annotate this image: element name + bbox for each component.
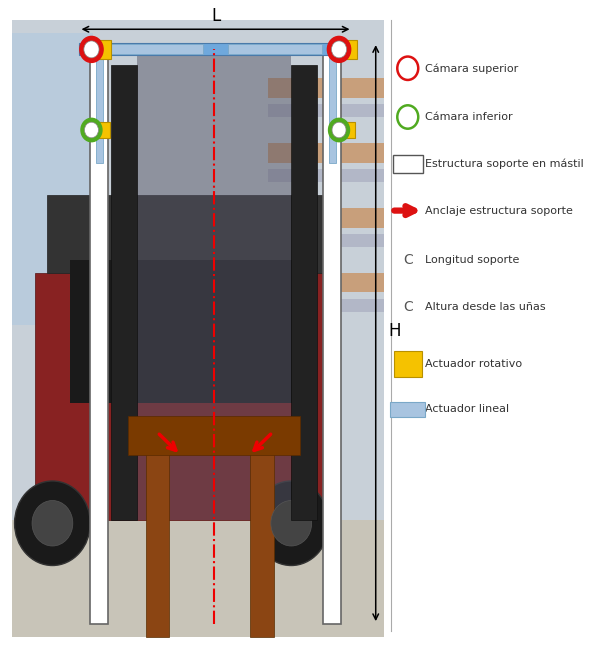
Bar: [90, 49, 108, 624]
Bar: [392, 155, 423, 173]
Bar: [251, 429, 274, 637]
Bar: [268, 234, 384, 247]
Circle shape: [332, 122, 346, 138]
Text: Anclaje estructura soporte: Anclaje estructura soporte: [425, 205, 573, 216]
Circle shape: [397, 105, 418, 129]
Bar: [146, 429, 169, 637]
Bar: [323, 49, 341, 624]
Bar: [96, 55, 102, 162]
Bar: [47, 195, 326, 273]
Circle shape: [84, 41, 99, 58]
Text: Actuador lineal: Actuador lineal: [425, 404, 509, 415]
Bar: [268, 78, 384, 98]
Text: Cámara superior: Cámara superior: [425, 63, 519, 73]
Bar: [268, 299, 384, 312]
Bar: [394, 351, 422, 377]
Text: Altura desde las uñas: Altura desde las uñas: [425, 302, 546, 312]
Bar: [93, 40, 112, 58]
Text: C: C: [403, 300, 413, 314]
Bar: [111, 65, 137, 520]
Bar: [12, 32, 93, 325]
Bar: [291, 65, 318, 520]
Bar: [268, 104, 384, 117]
Bar: [268, 208, 384, 227]
Bar: [93, 122, 110, 138]
Circle shape: [332, 41, 346, 58]
Bar: [268, 143, 384, 162]
Circle shape: [32, 500, 73, 546]
Circle shape: [15, 481, 90, 566]
Bar: [12, 20, 384, 637]
Text: Estructura soporte en mástil: Estructura soporte en mástil: [425, 159, 584, 169]
Circle shape: [329, 118, 349, 142]
Text: L: L: [211, 6, 220, 25]
Bar: [229, 44, 322, 54]
Bar: [128, 416, 300, 455]
Circle shape: [271, 500, 311, 546]
Text: C: C: [403, 253, 413, 267]
Circle shape: [253, 481, 329, 566]
Bar: [35, 273, 338, 520]
Circle shape: [80, 36, 103, 62]
Text: Cámara inferior: Cámara inferior: [425, 112, 513, 122]
Text: H: H: [388, 322, 400, 341]
Circle shape: [81, 118, 102, 142]
Bar: [137, 52, 291, 520]
Circle shape: [327, 36, 351, 62]
Bar: [78, 43, 352, 55]
Bar: [110, 44, 203, 54]
Bar: [268, 169, 384, 182]
Bar: [338, 122, 356, 138]
Circle shape: [85, 122, 99, 138]
Bar: [338, 40, 357, 58]
Circle shape: [397, 57, 418, 80]
Bar: [390, 402, 425, 417]
Bar: [268, 273, 384, 292]
Bar: [70, 260, 303, 403]
Text: Longitud soporte: Longitud soporte: [425, 255, 520, 265]
Bar: [329, 55, 335, 162]
Text: Actuador rotativo: Actuador rotativo: [425, 359, 522, 369]
Bar: [12, 520, 384, 637]
